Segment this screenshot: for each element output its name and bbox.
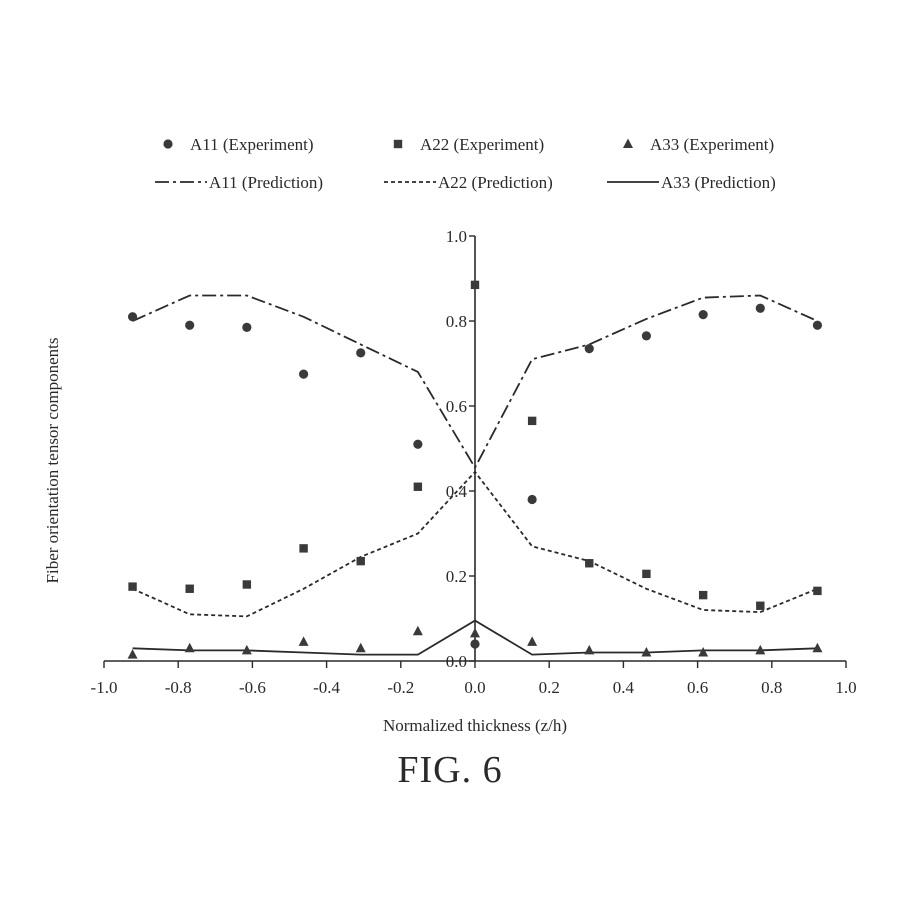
legend: A11 (Experiment) A22 (Experiment) A33 (Exp… bbox=[155, 135, 776, 192]
legend-label: A11 (Experiment) bbox=[190, 135, 314, 154]
legend-label: A33 (Experiment) bbox=[650, 135, 774, 154]
x-tick-label: -0.2 bbox=[387, 678, 414, 697]
legend-label: A22 (Experiment) bbox=[420, 135, 544, 154]
y-tick-label: 0.2 bbox=[446, 567, 467, 586]
data-point bbox=[698, 590, 708, 600]
data-point bbox=[584, 644, 595, 655]
legend-label: A33 (Prediction) bbox=[661, 173, 776, 192]
axes: -1.0 -0.8 -0.6 -0.4 -0.2 0.0 0.2 0.4 0.6 0.8 1.0 0.… bbox=[43, 227, 857, 735]
data-point bbox=[128, 582, 137, 591]
data-point bbox=[470, 639, 480, 649]
x-tick-label: -0.4 bbox=[313, 678, 340, 697]
data-point bbox=[527, 494, 537, 505]
data-point bbox=[127, 649, 138, 659]
y-tick-label: 0.0 bbox=[446, 652, 467, 671]
y-tick-label: 0.6 bbox=[446, 397, 467, 416]
x-tick-label: 0.2 bbox=[539, 678, 560, 697]
legend-marker bbox=[623, 138, 633, 148]
x-tick-label: 0.4 bbox=[613, 678, 635, 697]
y-axis-label: Fiber orientation tensor components bbox=[43, 338, 62, 584]
data-point bbox=[299, 544, 308, 553]
data-point bbox=[127, 312, 138, 322]
data-point bbox=[184, 642, 195, 653]
data-point bbox=[412, 625, 423, 636]
data-point bbox=[527, 416, 537, 426]
y-tick-label: 1.0 bbox=[446, 227, 467, 246]
data-point bbox=[413, 439, 423, 449]
data-point bbox=[413, 482, 423, 491]
x-tick-label: -1.0 bbox=[91, 678, 118, 697]
data-point bbox=[356, 556, 365, 566]
data-point bbox=[584, 344, 594, 354]
data-point bbox=[698, 310, 708, 320]
y-tick-label: 0.8 bbox=[446, 312, 467, 331]
legend-marker bbox=[393, 139, 403, 149]
series-line bbox=[132, 294, 818, 470]
legend-marker bbox=[163, 139, 173, 149]
legend-label: A22 (Prediction) bbox=[438, 173, 553, 192]
series-markers bbox=[127, 280, 823, 659]
data-point bbox=[641, 647, 652, 657]
data-point bbox=[242, 322, 252, 332]
x-axis-label: Normalized thickness (z/h) bbox=[383, 716, 567, 735]
data-point bbox=[812, 642, 823, 653]
data-point bbox=[756, 601, 765, 610]
data-point bbox=[241, 644, 252, 655]
legend-label: A11 (Prediction) bbox=[209, 173, 323, 192]
x-tick-label: 0.6 bbox=[687, 678, 708, 697]
data-point bbox=[470, 627, 480, 638]
data-point bbox=[242, 580, 252, 589]
data-point bbox=[298, 369, 309, 379]
data-point bbox=[642, 569, 651, 579]
x-tick-label: -0.6 bbox=[239, 678, 266, 697]
data-point bbox=[356, 348, 366, 358]
data-point bbox=[755, 303, 765, 313]
x-tick-label: -0.8 bbox=[165, 678, 192, 697]
x-tick-label: 0.0 bbox=[464, 678, 485, 697]
data-point bbox=[355, 642, 366, 653]
data-point bbox=[298, 636, 309, 646]
data-point bbox=[812, 320, 823, 330]
series-line bbox=[132, 470, 818, 618]
figure-caption: FIG. 6 bbox=[397, 749, 503, 791]
data-point bbox=[641, 331, 652, 341]
data-point bbox=[755, 644, 766, 655]
x-tick-label: 1.0 bbox=[835, 678, 856, 697]
data-point bbox=[185, 584, 194, 593]
x-tick-label: 0.8 bbox=[761, 678, 782, 697]
data-point bbox=[585, 559, 594, 568]
data-point bbox=[185, 320, 195, 330]
data-point bbox=[813, 586, 822, 596]
data-point bbox=[470, 280, 480, 290]
data-point bbox=[527, 636, 538, 646]
data-point bbox=[698, 647, 709, 657]
